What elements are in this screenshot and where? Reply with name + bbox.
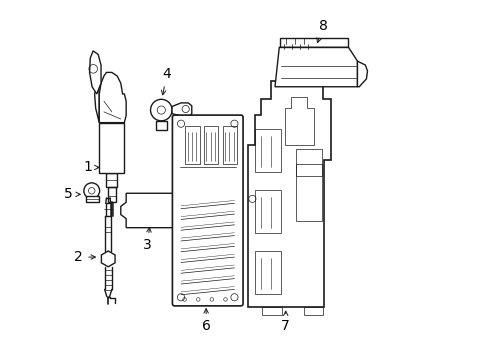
Bar [262, 307, 282, 315]
Bar [296, 164, 322, 221]
Text: 1: 1 [83, 161, 99, 175]
Text: 6: 6 [201, 309, 210, 333]
Polygon shape [101, 251, 115, 267]
Text: 7: 7 [281, 311, 289, 333]
Bar [254, 129, 281, 172]
Polygon shape [274, 47, 357, 87]
Polygon shape [94, 87, 99, 123]
Polygon shape [172, 103, 191, 117]
Bar [222, 126, 237, 164]
Polygon shape [86, 196, 99, 202]
Text: 4: 4 [161, 67, 171, 95]
Bar [303, 307, 323, 315]
Polygon shape [247, 81, 330, 307]
Text: 5: 5 [64, 187, 80, 201]
Bar [203, 126, 218, 164]
Polygon shape [357, 61, 367, 87]
Polygon shape [121, 193, 184, 228]
Polygon shape [99, 123, 124, 173]
Bar [185, 126, 199, 164]
Text: 2: 2 [74, 250, 95, 264]
Polygon shape [99, 72, 126, 123]
FancyBboxPatch shape [172, 115, 243, 306]
Text: 8: 8 [316, 19, 327, 42]
Text: 3: 3 [143, 228, 152, 252]
Bar [254, 251, 281, 294]
Bar [296, 149, 322, 176]
Polygon shape [89, 51, 101, 94]
Bar [254, 190, 281, 233]
